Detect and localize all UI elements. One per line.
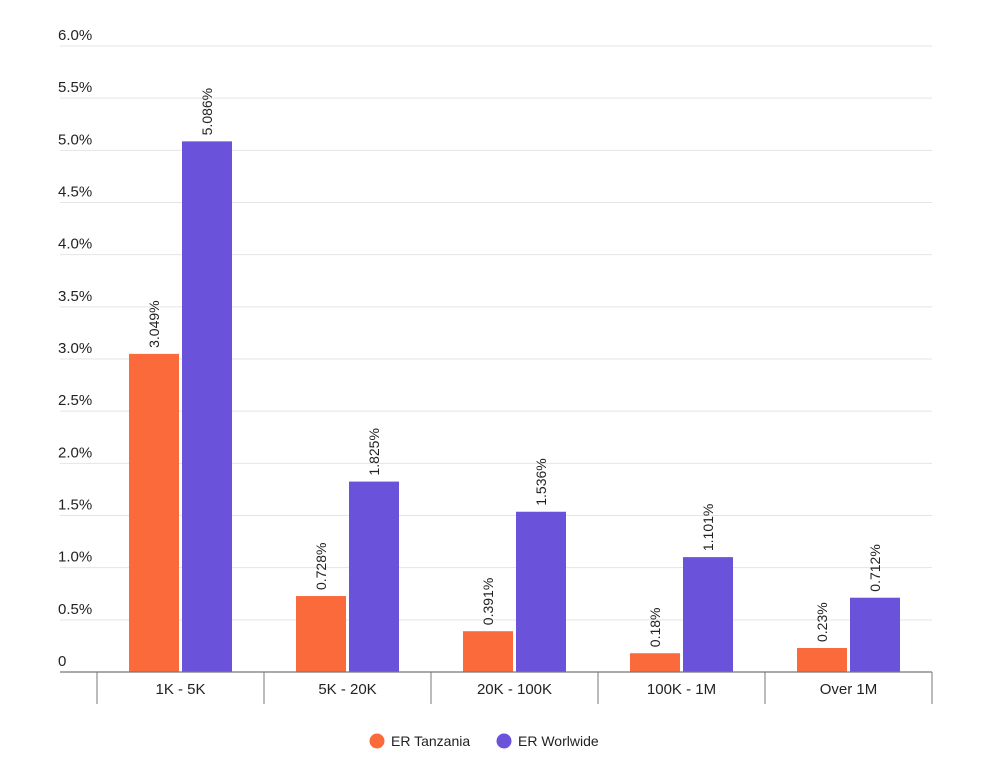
legend-item-tanzania[interactable]: ER Tanzania [369, 733, 471, 749]
y-tick-label: 2.5% [58, 392, 92, 409]
bar-tanzania[interactable] [797, 648, 847, 672]
y-tick-label: 5.5% [58, 79, 92, 96]
y-tick-label: 4.0% [58, 236, 92, 253]
y-tick-label: 2.0% [58, 444, 92, 461]
x-tick-label: 100K - 1M [647, 681, 716, 698]
legend-swatch [369, 733, 385, 749]
bar-tanzania[interactable] [463, 631, 513, 672]
y-axis: 0 0.5% 1.0% 1.5% 2.0% 2.5% 3.0% 3.5% 4.0% 4.5% 5.0… [58, 27, 92, 670]
bar-value-label: 0.728% [313, 543, 329, 590]
bar-tanzania[interactable] [630, 653, 680, 672]
y-tick-label: 0.5% [58, 601, 92, 618]
legend-swatch [496, 733, 512, 749]
bar-worldwide[interactable] [516, 511, 566, 672]
bar-worldwide[interactable] [349, 481, 399, 672]
bar-value-label: 1.825% [366, 428, 382, 475]
legend[interactable]: ER Tanzania ER Worlwide [369, 733, 599, 749]
bar-value-label: 0.712% [867, 544, 883, 591]
bar-value-label: 5.086% [199, 88, 215, 135]
bar-value-label: 0.391% [480, 578, 496, 625]
bar-tanzania[interactable] [296, 596, 346, 672]
x-tick-label: 5K - 20K [318, 681, 376, 698]
bar-value-label: 0.23% [814, 602, 830, 642]
bar-value-label: 1.101% [700, 504, 716, 551]
y-tick-label: 0 [58, 653, 66, 670]
y-tick-label: 3.0% [58, 340, 92, 357]
bar-worldwide[interactable] [182, 141, 232, 673]
y-tick-label: 1.5% [58, 497, 92, 514]
legend-label: ER Tanzania [391, 733, 470, 749]
x-tick-label: Over 1M [820, 681, 878, 698]
x-axis: 1K - 5K 5K - 20K 20K - 100K 100K - 1M Over 1… [60, 671, 933, 704]
y-tick-label: 5.0% [58, 131, 92, 148]
y-tick-label: 1.0% [58, 549, 92, 566]
x-tick-label: 1K - 5K [155, 681, 205, 698]
bar-worldwide[interactable] [683, 557, 733, 672]
y-tick-label: 3.5% [58, 288, 92, 305]
y-tick-label: 6.0% [58, 27, 92, 44]
bar-worldwide[interactable] [850, 597, 900, 672]
legend-item-worldwide[interactable]: ER Worlwide [496, 733, 599, 749]
data-labels: 3.049% 5.086% 0.728% 1.825% 0.391% 1.536% 0.18… [146, 88, 883, 647]
bar-value-label: 3.049% [146, 300, 162, 347]
legend-label: ER Worlwide [518, 733, 599, 749]
bars [129, 141, 900, 673]
x-tick-label: 20K - 100K [477, 681, 552, 698]
bar-value-label: 0.18% [647, 608, 663, 648]
bar-tanzania[interactable] [129, 353, 179, 672]
bar-value-label: 1.536% [533, 458, 549, 505]
y-tick-label: 4.5% [58, 184, 92, 201]
